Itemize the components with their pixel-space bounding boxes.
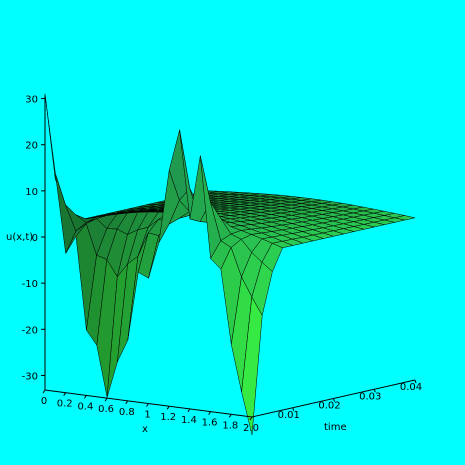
x-tick-label: 1.6 bbox=[202, 418, 218, 429]
x-tick-mark bbox=[146, 403, 149, 407]
x-tick-label: 0 bbox=[41, 396, 47, 407]
time-tick-mark bbox=[333, 398, 335, 402]
time-tick-label: 0.04 bbox=[400, 382, 422, 393]
x-tick-mark bbox=[63, 392, 67, 396]
time-tick-mark bbox=[414, 379, 417, 384]
z-tick-labels: -30 -20 -10 0 10 20 30 bbox=[22, 95, 45, 382]
time-tick-labels: 0.01 0.02 0.03 0.04 bbox=[278, 379, 422, 421]
x-tick-label: 0.6 bbox=[98, 404, 114, 415]
time-tick-label: 0.03 bbox=[359, 391, 381, 402]
x-tick-labels: 0 0.2 0.4 0.6 0.8 1 1.2 1.4 1.6 1.8 2.0 bbox=[41, 389, 259, 434]
x-tick-label: 1.2 bbox=[160, 412, 176, 423]
x-tick-mark bbox=[125, 400, 129, 405]
z-tick-label: 20 bbox=[25, 141, 38, 152]
time-tick-mark bbox=[373, 389, 376, 393]
z-tick-label: 0 bbox=[32, 233, 38, 244]
x-tick-label: 0.2 bbox=[57, 399, 73, 410]
time-axis-label: time bbox=[324, 422, 347, 433]
x-tick-label: 1.8 bbox=[222, 420, 238, 431]
z-tick-label: -20 bbox=[22, 325, 38, 336]
time-tick-label: 0.01 bbox=[278, 410, 300, 421]
x-tick-label: 1 bbox=[144, 410, 150, 421]
x-tick-mark bbox=[208, 411, 212, 415]
time-tick-mark bbox=[292, 407, 295, 411]
x-tick-mark bbox=[42, 389, 46, 394]
x-tick-label: 1.4 bbox=[181, 415, 197, 426]
x-tick-label: 2.0 bbox=[243, 423, 259, 434]
x-tick-mark bbox=[187, 408, 191, 413]
x-tick-mark bbox=[228, 414, 232, 418]
x-tick-mark bbox=[249, 416, 253, 421]
x-axis-label: x bbox=[142, 424, 148, 435]
x-tick-mark bbox=[104, 397, 108, 402]
time-tick-label: 0.02 bbox=[318, 401, 340, 412]
surface-patch bbox=[44, 93, 66, 205]
x-tick-label: 0.4 bbox=[77, 401, 93, 412]
x-tick-label: 0.8 bbox=[119, 407, 135, 418]
x-tick-mark bbox=[166, 405, 170, 410]
z-tick-label: 30 bbox=[25, 95, 38, 106]
surface-patch bbox=[241, 296, 263, 435]
z-tick-label: 10 bbox=[25, 187, 38, 198]
z-axis-label: u(x,t) bbox=[6, 232, 33, 243]
x-tick-mark bbox=[83, 395, 87, 399]
surface-mesh bbox=[44, 93, 416, 435]
z-tick-label: -10 bbox=[22, 279, 38, 290]
z-tick-label: -30 bbox=[22, 371, 38, 382]
